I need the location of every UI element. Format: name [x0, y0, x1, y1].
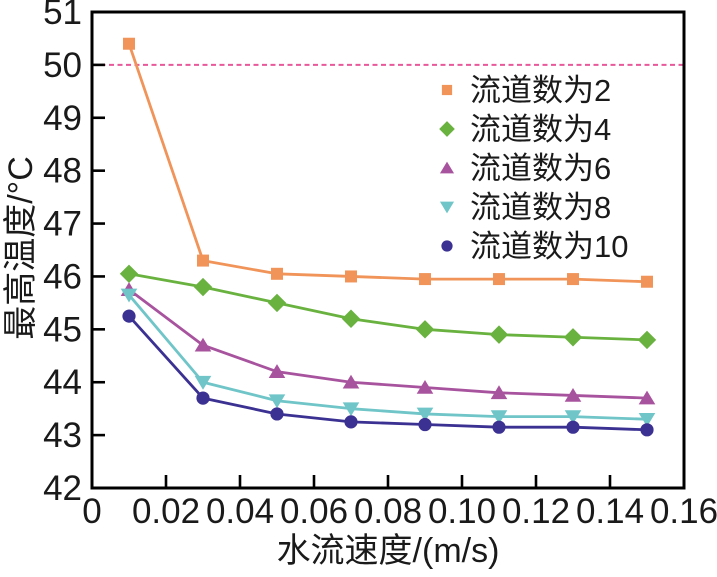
y-axis-title: 最高温度/°C	[2, 156, 40, 340]
series-3-marker	[268, 364, 286, 378]
legend: 流道数为2 流道数为4 流道数为6 流道数为8 流道数为10	[439, 73, 628, 264]
series-1-marker	[123, 37, 135, 50]
series-line-4	[127, 293, 649, 421]
series-3-marker	[490, 385, 508, 400]
series-1-marker	[641, 275, 653, 288]
series-5-marker	[270, 407, 284, 421]
series-5-marker	[492, 420, 506, 434]
series-3-marker	[416, 380, 434, 394]
series-4-marker	[194, 375, 212, 390]
x-tick-label: 0.06	[280, 492, 348, 531]
legend-label: 流道数为2	[470, 73, 611, 108]
plot-area	[92, 37, 684, 437]
triangle-up-legend-icon	[439, 161, 455, 174]
series-2-marker	[267, 293, 287, 313]
x-tick-label: 0.04	[206, 492, 274, 531]
circle-legend-icon	[441, 240, 453, 252]
series-3-marker	[638, 390, 656, 405]
x-tick-label: 0.14	[576, 492, 644, 531]
series-1-marker	[197, 254, 209, 267]
y-tick-label: 44	[43, 363, 82, 402]
legend-label: 流道数为8	[470, 190, 611, 225]
legend-item: 流道数为6	[439, 151, 611, 186]
axes: 0 0.02 0.04 0.06 0.08 0.10 0.12 0.14 0.16 42 43 44 4…	[43, 0, 717, 531]
series-4-marker	[120, 288, 138, 303]
series-2-marker	[489, 325, 509, 344]
y-tick-label: 45	[43, 310, 82, 349]
series-5-marker	[640, 423, 654, 437]
series-2-marker	[637, 330, 657, 350]
series-5-marker	[418, 417, 432, 432]
triangle-down-legend-icon	[439, 201, 455, 214]
x-tick-label: 0	[82, 492, 101, 531]
legend-item: 流道数为10	[441, 229, 628, 264]
y-tick-label: 50	[43, 46, 82, 85]
legend-item: 流道数为2	[441, 73, 611, 108]
x-tick-label: 0.08	[354, 492, 422, 531]
series-2-marker	[119, 264, 139, 283]
legend-label: 流道数为4	[470, 112, 611, 147]
series-4-marker	[564, 410, 582, 425]
x-tick-label: 0.10	[428, 492, 496, 531]
y-tick-label: 46	[43, 257, 82, 296]
series-5-marker	[344, 415, 358, 429]
series-1-marker	[493, 273, 505, 286]
x-tick-label: 0.12	[502, 492, 570, 531]
series-4-marker	[490, 410, 508, 425]
y-tick-label: 47	[43, 205, 82, 244]
series-4-marker	[268, 394, 286, 409]
legend-item: 流道数为4	[439, 112, 611, 147]
y-tick-label: 51	[43, 0, 82, 32]
series-line-3	[127, 288, 649, 400]
series-5-marker	[196, 391, 210, 405]
x-tick-label: 0.02	[132, 492, 200, 531]
series-2-marker	[415, 320, 435, 339]
series-3-marker	[564, 387, 582, 402]
series-1-marker	[271, 267, 283, 280]
y-tick-label: 42	[43, 469, 82, 508]
legend-label: 流道数为10	[470, 229, 628, 264]
series-2-marker	[341, 309, 361, 328]
series-1-marker	[419, 273, 431, 286]
series-4-marker	[416, 407, 434, 422]
series-line-1	[127, 42, 649, 284]
series-1-marker	[345, 270, 357, 283]
series-5-marker	[122, 309, 136, 323]
series-4-marker	[342, 402, 360, 417]
legend-label: 流道数为6	[470, 151, 611, 186]
y-tick-label: 49	[43, 99, 82, 138]
x-axis-title: 水流速度/(m/s)	[277, 532, 500, 570]
series-2-marker	[193, 277, 213, 297]
series-1-marker	[567, 273, 579, 286]
series-4-marker	[638, 412, 656, 427]
square-legend-icon	[441, 84, 453, 96]
x-tick-label: 0.16	[650, 492, 717, 531]
series-3-marker	[194, 337, 212, 352]
series-line-2	[127, 272, 649, 342]
series-line-5	[127, 314, 649, 432]
y-tick-label: 43	[43, 416, 82, 455]
series-5-marker	[566, 420, 580, 434]
legend-item: 流道数为8	[439, 190, 611, 225]
series-2-marker	[563, 328, 583, 347]
diamond-legend-icon	[439, 121, 455, 137]
y-tick-label: 48	[43, 152, 82, 191]
series-3-marker	[342, 374, 360, 389]
